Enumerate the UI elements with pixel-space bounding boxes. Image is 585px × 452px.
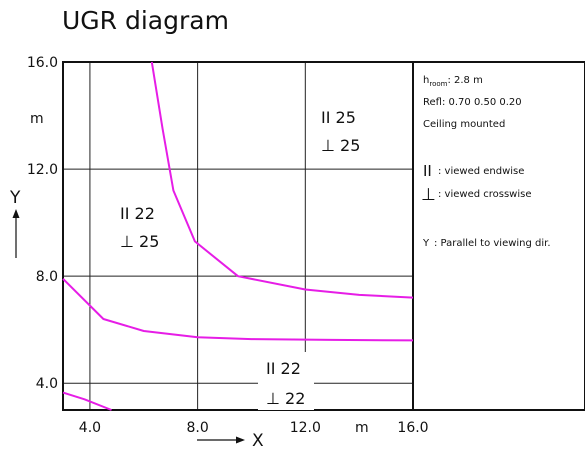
grid [62,61,414,411]
tick-labels: 4.0 8.0 12.0 16.0 16.0 12.0 8.0 4.0 [27,55,429,436]
zone-endwise-value: II 25 [321,108,356,127]
y-axis-name: Y [9,188,21,208]
legend-y-text: : Parallel to viewing dir. [434,238,551,249]
x-tick-label: 4.0 [79,420,101,436]
legend-crosswise-text: : viewed crosswise [438,189,532,200]
x-axis-name: X [252,431,264,451]
x-tick-label: 16.0 [397,420,428,436]
plot-frame [62,61,414,411]
legend-panel [412,61,585,411]
chart-title: UGR diagram [62,6,229,35]
zone-crosswise-value: ⊥ 25 [120,232,159,251]
legend-mounting: Ceiling mounted [423,119,505,130]
ugr-curve-1 [150,61,414,299]
curves [62,61,414,411]
legend-endwise-symbol: II [423,162,432,180]
zone-crosswise-value: ⊥ 25 [321,136,360,155]
zone-endwise-value: II 22 [266,359,301,378]
zone-crosswise-value: ⊥ 22 [266,389,305,408]
y-tick-label: 8.0 [36,269,58,285]
ugr-curve-2 [62,278,414,342]
zone-label-top-right: II 25 ⊥ 25 [312,103,362,159]
x-tick-label: 8.0 [186,420,208,436]
y-tick-label: 4.0 [36,376,58,392]
legend: hroom: 2.8 m Refl: 0.70 0.50 0.20 Ceilin… [421,75,551,249]
y-tick-label: 16.0 [27,55,58,71]
x-unit-label: m [355,420,369,436]
x-tick-label: 12.0 [290,420,321,436]
x-arrow-head [236,436,245,444]
y-unit-label: m [30,111,44,127]
ugr-curve-3 [62,391,112,411]
zone-endwise-value: II 22 [120,204,155,223]
y-arrow-head [12,209,20,218]
legend-reflectance: Refl: 0.70 0.50 0.20 [423,97,522,108]
y-tick-label: 12.0 [27,162,58,178]
legend-room-height: hroom: 2.8 m [423,75,483,88]
legend-y-symbol: Y [422,238,430,249]
legend-crosswise-symbol: ⊥ [421,185,436,205]
legend-endwise-text: : viewed endwise [438,166,524,177]
zone-label-middle-left: II 22 ⊥ 25 [116,200,168,256]
zone-label-bottom: II 22 ⊥ 22 [258,352,314,410]
